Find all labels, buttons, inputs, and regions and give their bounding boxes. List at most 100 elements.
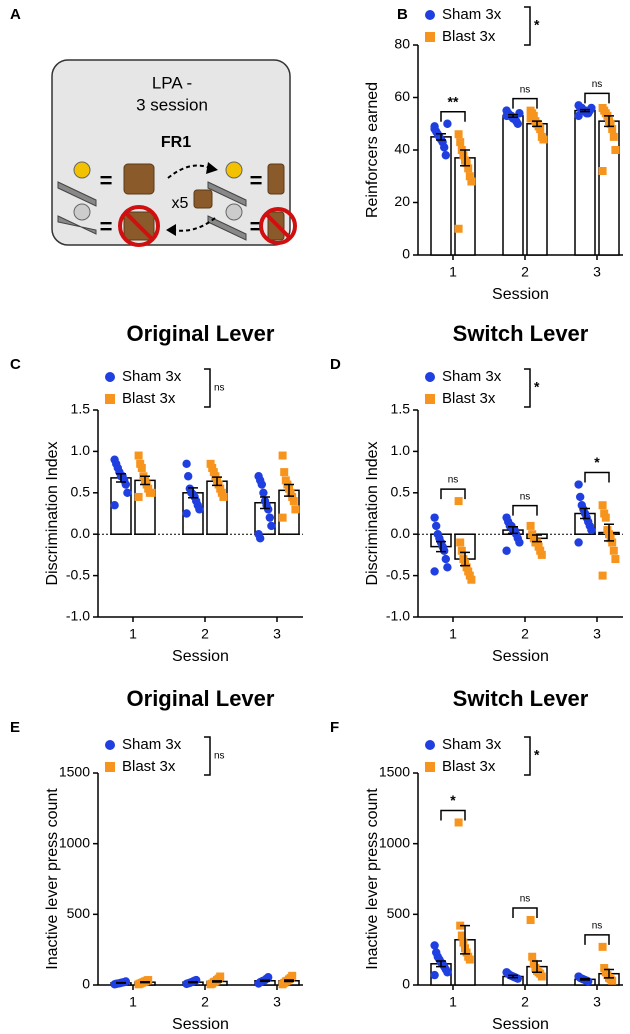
panel-letter: E <box>10 719 20 736</box>
point <box>441 554 450 564</box>
error-bar <box>188 980 198 984</box>
point <box>459 938 468 947</box>
x-axis-label: Session <box>172 648 229 665</box>
point <box>600 964 609 973</box>
x-tick-label: 1 <box>129 626 137 642</box>
point <box>537 972 546 981</box>
point <box>432 521 441 531</box>
sig-bracket <box>512 907 538 918</box>
panel-letter: D <box>330 356 341 373</box>
error-bar <box>460 551 470 567</box>
point <box>600 509 609 518</box>
sig-bracket <box>584 934 610 945</box>
y-tick-label: 20 <box>394 193 410 209</box>
bar <box>574 109 596 256</box>
point <box>443 968 452 977</box>
y-tick-label: 0.5 <box>71 484 91 500</box>
point <box>515 109 524 118</box>
error-bar <box>508 113 518 118</box>
point <box>147 488 156 497</box>
legend-label: Blast 3x <box>122 390 176 407</box>
legend-label: Blast 3x <box>122 758 176 775</box>
point <box>280 468 289 477</box>
chart: F Switch Lever 0 500 1000 1500 Inactive lever … <box>330 686 623 1033</box>
legend-sig: * <box>534 379 540 395</box>
sig-bracket <box>584 471 610 483</box>
error-bar <box>284 483 294 497</box>
bar <box>502 115 524 256</box>
point <box>267 521 276 531</box>
point <box>576 492 585 502</box>
legend-label: Sham 3x <box>122 368 182 385</box>
point <box>440 143 449 152</box>
x-axis-label: Session <box>492 648 549 665</box>
error-bar <box>604 968 614 979</box>
legend-bracket <box>524 6 531 46</box>
legend-sig: * <box>534 17 540 33</box>
point <box>440 546 449 555</box>
legend-marker <box>105 740 115 750</box>
point <box>456 138 465 147</box>
y-axis-label: Reinforcers earned <box>364 82 381 218</box>
sig-bracket <box>440 111 466 122</box>
legend-marker <box>105 394 115 404</box>
error-bar <box>260 496 270 510</box>
x-tick-label: 1 <box>449 994 457 1010</box>
point <box>608 976 617 985</box>
cue-light <box>73 161 91 179</box>
point <box>457 931 466 940</box>
point <box>608 125 617 133</box>
arrow-head <box>206 162 218 174</box>
point <box>537 550 546 559</box>
error-bar <box>580 507 590 520</box>
point <box>430 567 439 576</box>
point <box>443 119 452 128</box>
y-tick-label: 0 <box>402 976 410 992</box>
error-bar <box>212 476 222 487</box>
levers <box>57 181 247 241</box>
error-bar <box>580 108 590 113</box>
sig-bracket <box>440 488 466 500</box>
point <box>123 488 132 497</box>
point <box>611 555 620 564</box>
y-tick-label: 0 <box>82 976 90 992</box>
y-tick-label: 0 <box>402 246 410 262</box>
legend-bracket <box>204 736 211 776</box>
point <box>216 972 225 981</box>
point <box>134 451 143 460</box>
point <box>256 534 265 543</box>
point <box>288 971 297 980</box>
point <box>534 542 543 551</box>
sig-label: ns <box>592 79 603 90</box>
no-signs <box>118 205 297 247</box>
equals: = <box>250 168 263 193</box>
point <box>430 970 439 980</box>
legend-label: Sham 3x <box>442 736 502 753</box>
x-axis-label: Session <box>172 1016 229 1033</box>
y-tick-label: -0.5 <box>386 566 410 582</box>
y-tick-label: -1.0 <box>386 608 410 624</box>
point <box>208 463 217 472</box>
x-tick-label: 1 <box>449 264 457 280</box>
y-tick-label: -0.5 <box>66 566 90 582</box>
x-tick-label: 3 <box>593 264 601 280</box>
point <box>281 476 290 485</box>
point <box>288 492 297 501</box>
sig-label: ** <box>448 93 459 109</box>
schedule: FR1 <box>161 134 191 151</box>
point <box>539 135 548 144</box>
sig-label: ns <box>520 84 531 95</box>
chart-title: Switch Lever <box>453 686 589 711</box>
y-tick-label: 500 <box>387 905 411 921</box>
y-tick-label: -1.0 <box>66 608 90 624</box>
x-tick-label: 2 <box>201 994 209 1010</box>
point <box>257 480 266 489</box>
point <box>601 513 610 522</box>
x-tick-label: 2 <box>521 994 529 1010</box>
point <box>457 546 466 555</box>
sig-label: ns <box>520 491 531 502</box>
point <box>536 125 545 133</box>
chart: E Original Lever 0 500 1000 1500 Inactive leve… <box>10 686 303 1033</box>
point <box>609 132 618 141</box>
